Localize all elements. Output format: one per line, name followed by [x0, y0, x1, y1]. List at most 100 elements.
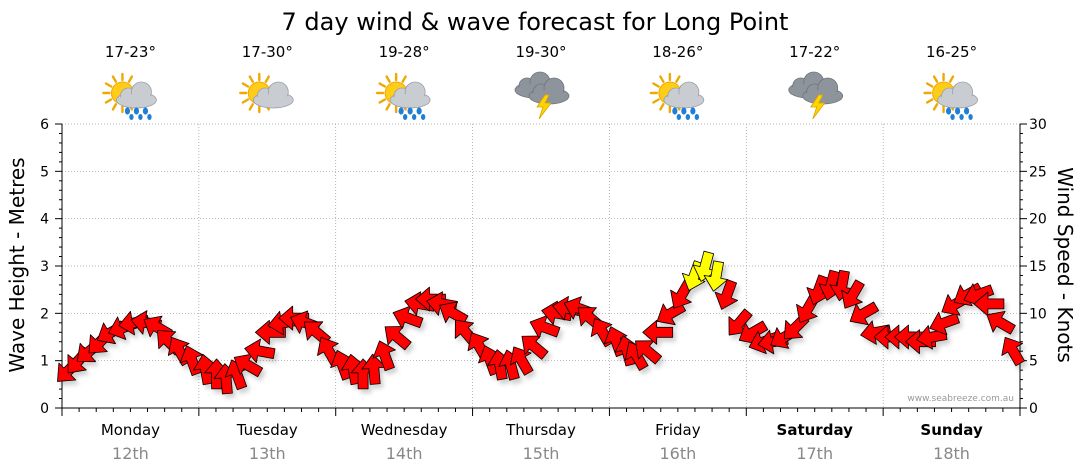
- sun-ray: [248, 103, 254, 111]
- y-tick-label-right: 20: [1029, 212, 1047, 228]
- cloud-shape: [389, 81, 431, 109]
- wind-arrow: [860, 320, 892, 345]
- wind-arrow: [986, 311, 1016, 335]
- watermark: www.seabreeze.com.au: [907, 394, 1014, 404]
- rain-drop: [407, 107, 413, 115]
- y-tick-label-left: 2: [40, 306, 49, 322]
- temperature-range: 18-26°: [652, 43, 703, 61]
- wind-arrow: [510, 346, 534, 376]
- sun-ray: [248, 75, 254, 83]
- rain-drop: [133, 107, 140, 115]
- sun-ray: [378, 82, 387, 88]
- day-name-label: Saturday: [777, 421, 854, 439]
- day-date-label: 12th: [112, 444, 149, 463]
- cloud-fill: [665, 94, 702, 106]
- sun-ray: [659, 103, 665, 111]
- sun-cloud-icon: [239, 72, 294, 114]
- sun-cloud-rain-icon: [649, 72, 705, 120]
- sun-ray: [932, 75, 939, 83]
- wind-arrow: [372, 340, 396, 372]
- sun-ray: [401, 75, 407, 83]
- rain-drop: [694, 114, 700, 120]
- sun-ray: [385, 103, 391, 111]
- rain-drop: [681, 107, 687, 115]
- temperature-range: 17-30°: [242, 43, 293, 61]
- y-tick-label-left: 1: [40, 354, 49, 370]
- temperature-range: 17-22°: [789, 43, 840, 61]
- y-tick-label-right: 15: [1029, 259, 1047, 275]
- y-axis-label-left: Wave Height - Metres: [5, 157, 29, 372]
- temperature-range: 19-28°: [379, 43, 430, 61]
- sun-ray: [241, 82, 250, 88]
- lightning-bolt: [809, 94, 826, 120]
- day-labels: Monday 12th Tuesday 13th Wednesday 14th Thursd…: [101, 421, 983, 463]
- y-tick-label-right: 25: [1029, 164, 1047, 180]
- y-tick-label-right: 5: [1029, 354, 1038, 370]
- sun-ray: [264, 75, 270, 83]
- day-date-label: 18th: [933, 444, 970, 463]
- sun-ray: [932, 103, 939, 111]
- sun-ray: [104, 98, 113, 104]
- rain-drop: [416, 107, 422, 115]
- wind-arrow: [254, 319, 286, 345]
- chart-title: 7 day wind & wave forecast for Long Poin…: [282, 8, 789, 36]
- cloud-fill: [531, 90, 567, 102]
- wind-arrow: [714, 279, 739, 310]
- sun-ray: [659, 75, 665, 83]
- sun-ray: [925, 98, 934, 104]
- day-name-label: Friday: [655, 421, 701, 439]
- sun-cloud-rain-icon: [102, 72, 157, 120]
- day-date-label: 13th: [249, 444, 286, 463]
- rain-drop: [402, 114, 408, 120]
- cloud-shape: [252, 81, 294, 109]
- rain-drop: [672, 107, 678, 115]
- y-tick-label-left: 6: [40, 117, 49, 133]
- day-name-label: Wednesday: [361, 421, 448, 439]
- rain-drop: [147, 114, 152, 120]
- temperature-range: 16-25°: [926, 43, 977, 61]
- sun-ray: [675, 75, 681, 83]
- rain-drop: [959, 114, 964, 120]
- cloud-shape: [663, 81, 705, 109]
- day-name-label: Tuesday: [236, 421, 298, 439]
- temperature-range: 19-30°: [515, 43, 566, 61]
- rain-drop: [142, 107, 149, 115]
- y-tick-label-right: 0: [1029, 401, 1038, 417]
- rain-drop: [124, 107, 131, 115]
- cloud-fill: [255, 94, 292, 106]
- sun-ray: [925, 82, 934, 88]
- sun-ray: [241, 98, 250, 104]
- day-date-label: 16th: [659, 444, 696, 463]
- y-tick-label-right: 30: [1029, 117, 1047, 133]
- wind-arrow: [1001, 336, 1025, 367]
- sun-cloud-rain-icon: [923, 72, 978, 120]
- cloud-storm-icon: [788, 71, 844, 120]
- sun-cloud-rain-icon: [375, 72, 431, 120]
- rain-drop: [676, 114, 682, 120]
- y-tick-label-right: 10: [1029, 306, 1047, 322]
- rain-drop: [968, 114, 973, 120]
- day-date-label: 15th: [523, 444, 560, 463]
- y-tick-label-left: 3: [40, 259, 49, 275]
- y-tick-label-left: 5: [40, 164, 49, 180]
- sun-ray: [111, 75, 118, 83]
- cloud-fill: [804, 90, 841, 102]
- day-name-label: Sunday: [920, 421, 983, 439]
- rain-drop: [963, 107, 970, 115]
- rain-drop: [954, 107, 961, 115]
- y-tick-label-left: 4: [40, 212, 49, 228]
- cloud-fill: [939, 94, 976, 106]
- wind-arrow: [703, 260, 729, 292]
- day-name-label: Thursday: [505, 421, 576, 439]
- wind-arrow: [841, 279, 865, 309]
- wind-arrow: [656, 301, 687, 326]
- rain-drop: [945, 107, 952, 115]
- cloud-shape: [116, 81, 157, 109]
- wind-arrow-series: [57, 250, 1025, 395]
- wind-arrow: [849, 301, 880, 326]
- wind-arrow: [642, 319, 674, 345]
- y-axis-label-right: Wind Speed - Knots: [1053, 167, 1077, 363]
- rain-drop: [685, 114, 691, 120]
- cloud-fill: [392, 94, 429, 106]
- rain-drop: [129, 114, 134, 120]
